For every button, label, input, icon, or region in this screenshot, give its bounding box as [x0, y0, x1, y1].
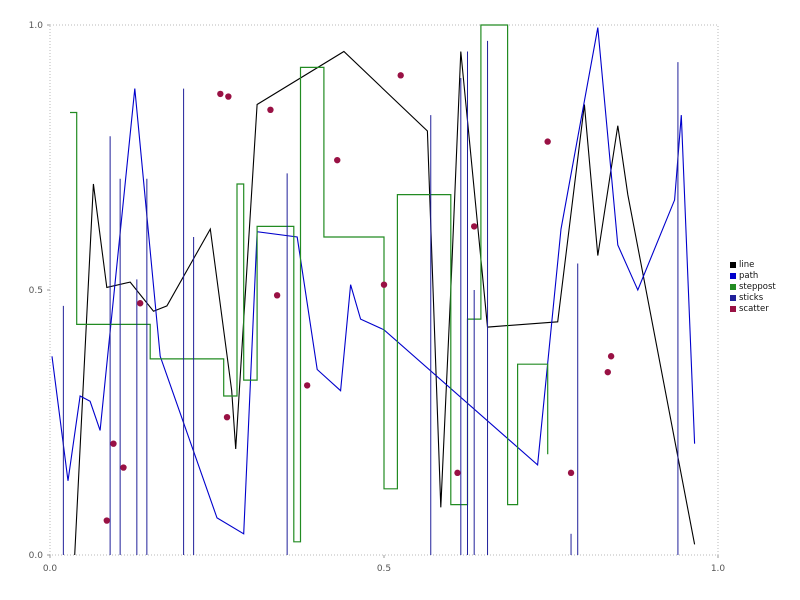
y-tick-label: 0.5 — [29, 286, 43, 296]
scatter-point — [136, 300, 144, 307]
y-tick-label: 0.0 — [29, 551, 44, 561]
legend-swatch-scatter — [730, 306, 736, 312]
scatter-point — [273, 292, 281, 299]
legend-swatch-sticks — [730, 295, 736, 301]
scatter-point — [604, 368, 611, 376]
scatter-point — [544, 138, 551, 145]
scatter-point — [267, 106, 274, 114]
legend-item-line: line — [730, 260, 776, 270]
scatter-point — [225, 93, 232, 100]
scatter-point — [470, 223, 478, 230]
legend-item-sticks: sticks — [730, 293, 776, 303]
legend-item-scatter: scatter — [730, 304, 776, 314]
legend-label-sticks: sticks — [739, 293, 764, 303]
legend-label-line: line — [739, 260, 755, 270]
steppost-path — [70, 24, 549, 543]
scatter-point — [567, 469, 575, 477]
scatter-point — [380, 281, 388, 288]
legend-item-path: path — [730, 271, 776, 281]
legend-swatch-line — [730, 262, 736, 268]
x-tick-label: 1.0 — [711, 564, 726, 574]
scatter-point — [607, 353, 615, 360]
legend-swatch-steppost — [730, 284, 736, 290]
legend-label-steppost: steppost — [739, 282, 776, 292]
scatter-point — [223, 414, 231, 421]
legend: line path steppost sticks scatter — [730, 260, 776, 314]
line-series-line — [74, 50, 696, 556]
x-tick-label: 0.5 — [377, 564, 391, 574]
scatter-point — [334, 156, 341, 164]
scatter-point — [103, 517, 110, 524]
path-line — [51, 27, 696, 535]
x-tick-label: 0.0 — [43, 564, 58, 574]
legend-swatch-path — [730, 273, 736, 279]
legend-item-steppost: steppost — [730, 282, 776, 292]
scatter-point — [454, 469, 461, 477]
legend-label-path: path — [739, 271, 759, 281]
y-tick-label: 1.0 — [29, 21, 44, 31]
scatter-point — [217, 90, 224, 98]
scatter-point — [110, 440, 117, 447]
legend-label-scatter: scatter — [739, 304, 769, 314]
scatter-point — [120, 464, 127, 471]
scatter-point — [303, 382, 311, 389]
scatter-point — [397, 72, 404, 79]
